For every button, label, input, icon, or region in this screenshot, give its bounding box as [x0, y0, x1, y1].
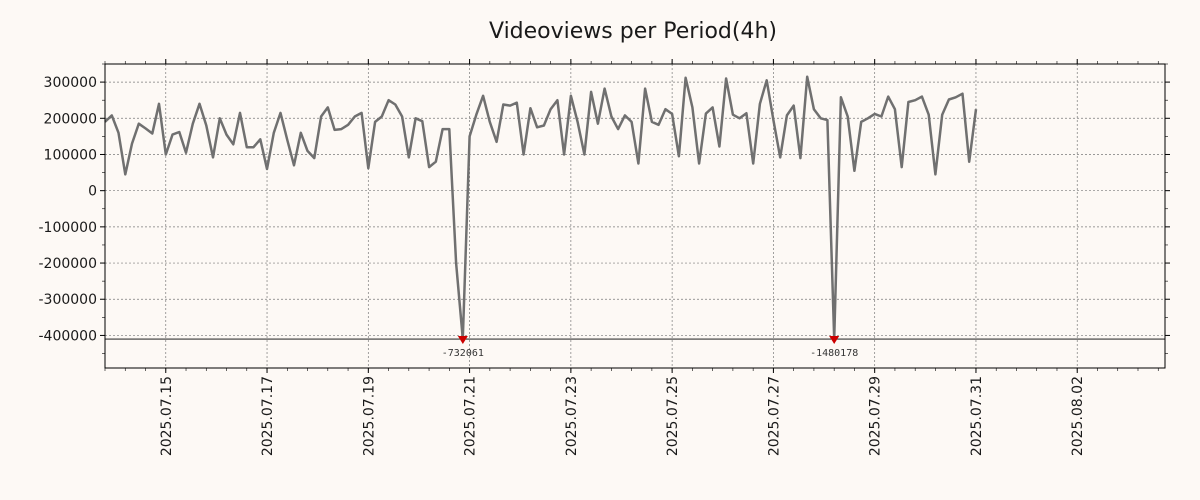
- outlier-marker: [829, 336, 840, 345]
- outlier-label: -732061: [442, 348, 484, 359]
- y-tick-label: -400000: [39, 328, 98, 344]
- x-tick-label: 2025.07.25: [665, 376, 681, 456]
- x-tick-label: 2025.07.21: [463, 376, 479, 456]
- x-tick-label: 2025.07.29: [868, 376, 884, 456]
- axes-layer: 300000 200000 100000 0 -100000 -200000 -300000…: [39, 59, 1170, 456]
- annotation-layer: -732061 -1480178: [442, 336, 858, 359]
- x-tick-label: 2025.07.17: [260, 376, 276, 456]
- y-tick-label: 100000: [44, 147, 97, 163]
- grid-layer: [105, 64, 1165, 368]
- x-tick-label: 2025.07.23: [564, 376, 580, 456]
- x-tick-label: 2025.08.02: [1070, 376, 1086, 456]
- x-tick-label: 2025.07.27: [766, 376, 782, 456]
- chart-title: Videoviews per Period(4h): [489, 19, 777, 44]
- x-tick-label: 2025.07.31: [969, 376, 985, 456]
- x-tick-label: 2025.07.19: [361, 376, 377, 456]
- y-tick-label: 300000: [44, 75, 97, 91]
- outlier-label: -1480178: [810, 348, 858, 359]
- outlier-marker: [457, 336, 468, 345]
- series-line: [104, 75, 978, 341]
- y-tick-label: -200000: [39, 256, 98, 272]
- y-tick-label: 200000: [44, 111, 97, 127]
- plot-frame: [104, 63, 1166, 369]
- series-layer: [104, 75, 978, 341]
- x-tick-label: 2025.07.15: [159, 376, 175, 456]
- y-tick-label: -100000: [39, 220, 98, 236]
- y-tick-label: -300000: [39, 292, 98, 308]
- y-tick-label: 0: [88, 184, 97, 200]
